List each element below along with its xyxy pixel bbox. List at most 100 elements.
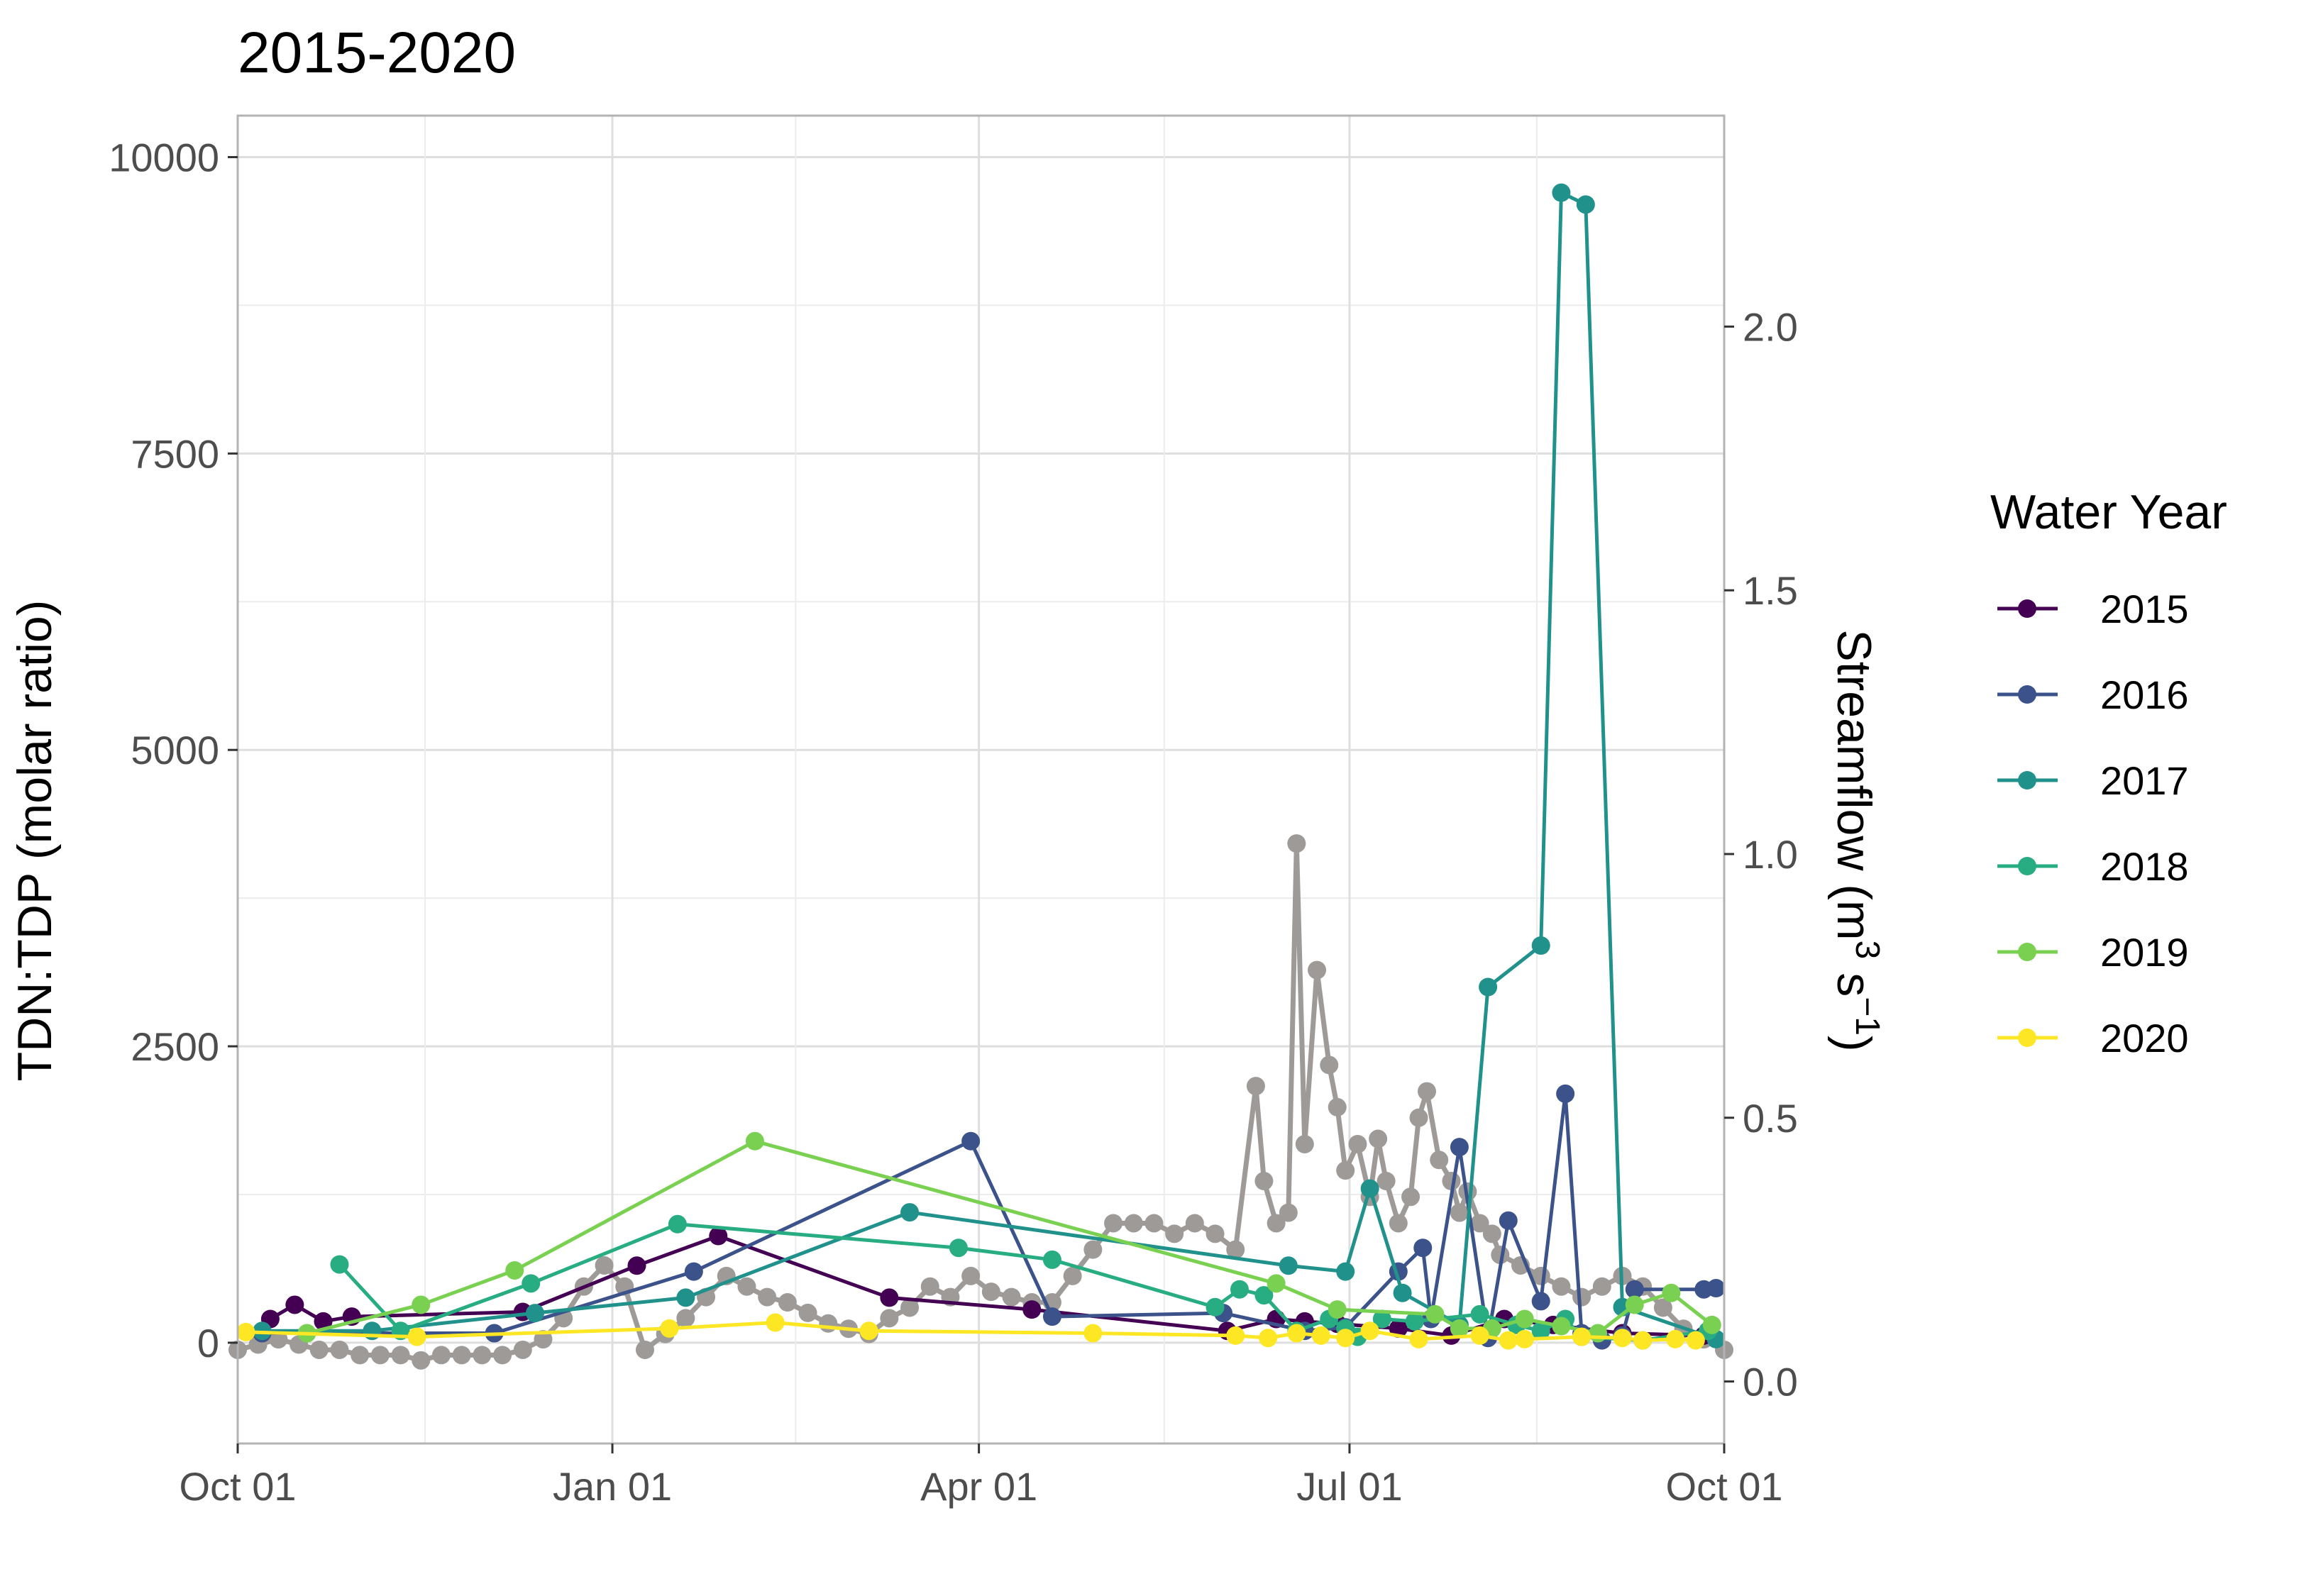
series-point-2019 xyxy=(1625,1295,1644,1314)
streamflow-point xyxy=(758,1287,777,1307)
series-point-2017 xyxy=(1479,977,1498,997)
series-point-2017 xyxy=(1360,1179,1379,1198)
series-point-2019 xyxy=(745,1131,764,1151)
panel-border xyxy=(236,114,1726,1445)
legend-items: 2015 2016 2017 2018 2019 2020 xyxy=(1997,587,2189,1060)
streamflow-point xyxy=(778,1293,797,1312)
streamflow-point xyxy=(473,1346,492,1365)
series-point-2020 xyxy=(1287,1324,1306,1343)
series-point-2016 xyxy=(1450,1138,1469,1157)
legend-item-2015: 2015 xyxy=(1997,587,2189,631)
legend-label: 2015 xyxy=(2100,587,2189,631)
series-point-2019 xyxy=(1589,1324,1608,1343)
series-point-2017 xyxy=(1576,195,1595,214)
streamflow-point xyxy=(1295,1134,1314,1153)
y-axis-right: 0.0 0.5 1.0 1.5 2.0 xyxy=(1724,304,1798,1404)
series-point-2016 xyxy=(1556,1084,1575,1103)
streamflow-point xyxy=(1336,1161,1355,1180)
series-point-2020 xyxy=(1515,1329,1534,1348)
series-point-2016 xyxy=(1706,1279,1726,1298)
streamflow-point xyxy=(635,1340,654,1359)
streamflow-point xyxy=(1002,1287,1021,1307)
y2-tick-label: 0.5 xyxy=(1743,1096,1798,1141)
series-point-2015 xyxy=(1022,1300,1042,1319)
streamflow-point xyxy=(1287,834,1306,853)
streamflow-point xyxy=(819,1314,838,1333)
series-point-2020 xyxy=(236,1322,255,1341)
series-point-2016 xyxy=(1413,1238,1433,1258)
streamflow-point xyxy=(1377,1172,1396,1191)
series-point-2020 xyxy=(1360,1321,1379,1341)
streamflow-point xyxy=(1369,1129,1388,1148)
legend-key-point xyxy=(2018,1029,2036,1047)
legend-key-point xyxy=(2018,685,2036,704)
streamflow-point xyxy=(1279,1203,1298,1222)
series-point-2020 xyxy=(1470,1326,1489,1345)
series-point-2017 xyxy=(526,1304,544,1323)
plot-panel xyxy=(228,114,1733,1445)
series-point-2020 xyxy=(1499,1331,1518,1350)
series-point-2020 xyxy=(1572,1327,1591,1346)
streamflow-point xyxy=(1653,1298,1672,1317)
streamflow-point xyxy=(1104,1214,1123,1233)
series-point-2016 xyxy=(1531,1292,1550,1311)
streamflow-point xyxy=(452,1346,471,1365)
streamflow-point xyxy=(1409,1108,1428,1127)
streamflow-point xyxy=(1144,1214,1164,1233)
panel-background xyxy=(238,116,1724,1443)
series-point-2019 xyxy=(1552,1317,1571,1336)
series-point-2017 xyxy=(900,1203,920,1222)
streamflow-point xyxy=(1430,1151,1449,1170)
streamflow-point xyxy=(513,1340,532,1359)
x-tick-label: Oct 01 xyxy=(180,1464,297,1509)
streamflow-point xyxy=(1165,1224,1184,1243)
legend-label: 2019 xyxy=(2100,930,2189,975)
y2-title-main: Streamflow (m xyxy=(1827,629,1881,940)
legend-key-point xyxy=(2018,599,2036,618)
series-point-2018 xyxy=(1230,1280,1249,1299)
series-point-2015 xyxy=(1389,1319,1408,1338)
streamflow-point xyxy=(493,1346,512,1365)
y2-axis-title: Streamflow (m3 s−1) xyxy=(1827,629,1887,1051)
legend-label: 2018 xyxy=(2100,844,2189,889)
streamflow-point xyxy=(1592,1277,1611,1296)
streamflow-point xyxy=(1185,1214,1204,1233)
streamflow-point xyxy=(798,1303,817,1322)
series-point-2017 xyxy=(1552,183,1571,202)
series-point-2019 xyxy=(505,1260,524,1280)
streamflow-point xyxy=(391,1346,410,1365)
series-point-2020 xyxy=(407,1327,426,1346)
series-point-2018 xyxy=(949,1238,968,1258)
legend: Water Year 2015 2016 2017 2018 2019 2020 xyxy=(1990,485,2227,1060)
series-point-2018 xyxy=(330,1255,349,1274)
series-point-2019 xyxy=(412,1295,431,1314)
streamflow-point xyxy=(1418,1082,1436,1101)
series-point-2018 xyxy=(1206,1297,1225,1317)
series-2019 xyxy=(297,1131,1721,1343)
series-point-2017 xyxy=(676,1288,695,1307)
streamflow-point xyxy=(1206,1224,1225,1243)
series-point-2015 xyxy=(709,1226,728,1246)
series-point-2018 xyxy=(668,1214,687,1234)
streamflow-point xyxy=(1083,1240,1103,1259)
series-point-2017 xyxy=(1336,1262,1355,1281)
series-point-2017 xyxy=(1393,1283,1412,1302)
y-axis-title: TDN:TDP (molar ratio) xyxy=(8,600,62,1082)
streamflow-point xyxy=(351,1346,370,1365)
series-point-2016 xyxy=(1499,1211,1518,1230)
chart-title: 2015-2020 xyxy=(238,21,516,85)
series-point-2019 xyxy=(1702,1315,1721,1334)
streamflow-point xyxy=(1450,1203,1469,1222)
series-point-2020 xyxy=(1409,1329,1428,1348)
legend-item-2019: 2019 xyxy=(1997,930,2189,975)
series-point-2017 xyxy=(1279,1256,1298,1275)
series-point-2018 xyxy=(1405,1312,1424,1331)
series-point-2019 xyxy=(1328,1300,1347,1319)
series-point-2020 xyxy=(1336,1329,1355,1348)
series-point-2016 xyxy=(961,1131,981,1151)
legend-label: 2020 xyxy=(2100,1016,2189,1060)
streamflow-point xyxy=(1226,1240,1245,1259)
streamflow-point xyxy=(412,1351,431,1370)
streamflow-point xyxy=(1063,1266,1082,1285)
